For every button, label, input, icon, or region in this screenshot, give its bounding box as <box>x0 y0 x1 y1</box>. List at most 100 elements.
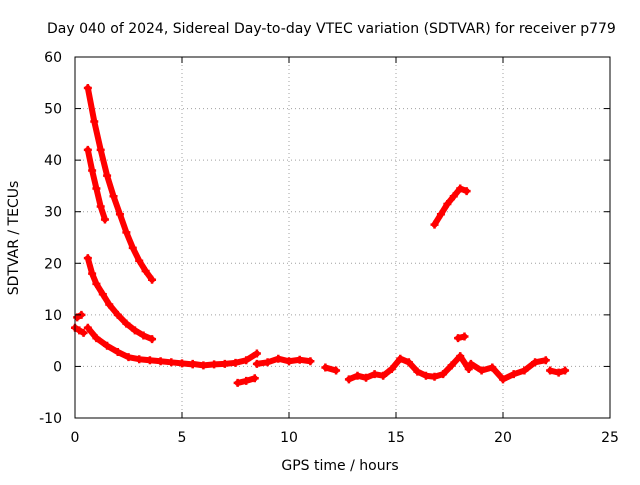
data-point <box>145 356 154 365</box>
data-point <box>488 363 497 372</box>
data-point <box>344 375 353 384</box>
data-point <box>92 279 101 288</box>
data-point <box>561 366 570 375</box>
data-point <box>199 361 208 370</box>
data-point <box>141 267 150 276</box>
data-point <box>167 358 176 367</box>
data-point <box>509 370 518 379</box>
series-arc-15 <box>454 332 469 343</box>
data-point <box>88 269 97 278</box>
series-arc-3 <box>83 254 157 344</box>
data-series <box>71 83 570 387</box>
data-point <box>460 332 469 341</box>
ticks: 0 5 10 15 20 25 -10 0 10 20 30 40 50 60 <box>39 50 619 446</box>
data-point <box>250 374 259 383</box>
series-line <box>431 185 470 228</box>
data-point <box>413 367 422 376</box>
data-point <box>520 366 529 375</box>
data-point <box>148 275 157 284</box>
data-point <box>122 319 131 328</box>
data-point <box>396 354 405 363</box>
data-point <box>233 378 242 387</box>
data-point <box>430 220 439 229</box>
x-tick-label: 10 <box>280 430 298 446</box>
data-point <box>130 326 139 335</box>
data-point <box>362 373 371 382</box>
data-point <box>321 363 330 372</box>
data-point <box>103 171 112 180</box>
series-arc-14 <box>430 184 471 229</box>
plot-frame <box>74 56 611 419</box>
data-point <box>462 187 471 196</box>
data-point <box>449 192 458 201</box>
data-point <box>421 371 430 380</box>
data-point <box>454 334 463 343</box>
data-point <box>306 357 315 366</box>
x-tick-label: 15 <box>387 430 405 446</box>
y-tick-label: 30 <box>44 205 62 221</box>
data-point <box>79 328 88 337</box>
data-point <box>75 326 84 335</box>
data-point <box>554 368 563 377</box>
data-point <box>113 310 122 319</box>
data-point <box>148 335 157 344</box>
data-point <box>464 365 473 374</box>
y-axis-label: SDTVAR / TECUs <box>6 181 22 296</box>
data-point <box>83 145 92 154</box>
series-arc-12 <box>466 356 550 384</box>
data-point <box>404 358 413 367</box>
data-point <box>447 361 456 370</box>
y-tick-label: 50 <box>44 102 62 118</box>
data-point <box>379 371 388 380</box>
data-point <box>90 117 99 126</box>
data-point <box>113 347 122 356</box>
data-point <box>466 359 475 368</box>
data-point <box>274 354 283 363</box>
x-tick-label: 25 <box>601 430 619 446</box>
series-arc-7 <box>188 349 261 370</box>
data-point <box>122 228 131 237</box>
data-point <box>88 166 97 175</box>
data-point <box>430 372 439 381</box>
data-point <box>332 366 341 375</box>
data-point <box>285 357 293 366</box>
series-arc-1 <box>83 83 157 284</box>
data-point <box>231 358 240 367</box>
data-point <box>242 376 251 385</box>
data-point <box>370 370 379 379</box>
series-arc-8 <box>233 374 259 387</box>
chart-title: Day 040 of 2024, Sidereal Day-to-day VTE… <box>47 21 616 37</box>
data-point <box>105 300 114 309</box>
data-point <box>135 355 144 364</box>
data-point <box>139 331 148 340</box>
x-axis-label: GPS time / hours <box>281 458 398 474</box>
series-arc-4 <box>71 323 88 337</box>
y-tick-label: 0 <box>53 359 62 375</box>
data-point <box>541 356 550 365</box>
y-tick-label: 60 <box>44 50 62 66</box>
data-point <box>252 349 261 358</box>
data-point <box>546 366 555 375</box>
data-point <box>387 365 396 374</box>
data-point <box>210 360 219 369</box>
data-point <box>128 243 137 252</box>
data-point <box>353 371 362 380</box>
data-point <box>92 334 101 343</box>
data-point <box>98 290 107 299</box>
data-point <box>242 356 251 365</box>
data-point <box>499 375 507 384</box>
series-arc-11 <box>344 352 473 384</box>
data-point <box>188 359 197 368</box>
series-arc-6 <box>83 323 197 369</box>
series-arc-10 <box>321 363 341 375</box>
data-point <box>443 199 452 208</box>
data-point <box>96 145 105 154</box>
data-point <box>83 83 92 92</box>
data-point <box>295 355 304 364</box>
data-point <box>124 353 133 362</box>
y-tick-label: 40 <box>44 153 62 169</box>
data-point <box>456 184 465 193</box>
series-arc-13 <box>546 366 570 377</box>
data-point <box>178 359 186 368</box>
